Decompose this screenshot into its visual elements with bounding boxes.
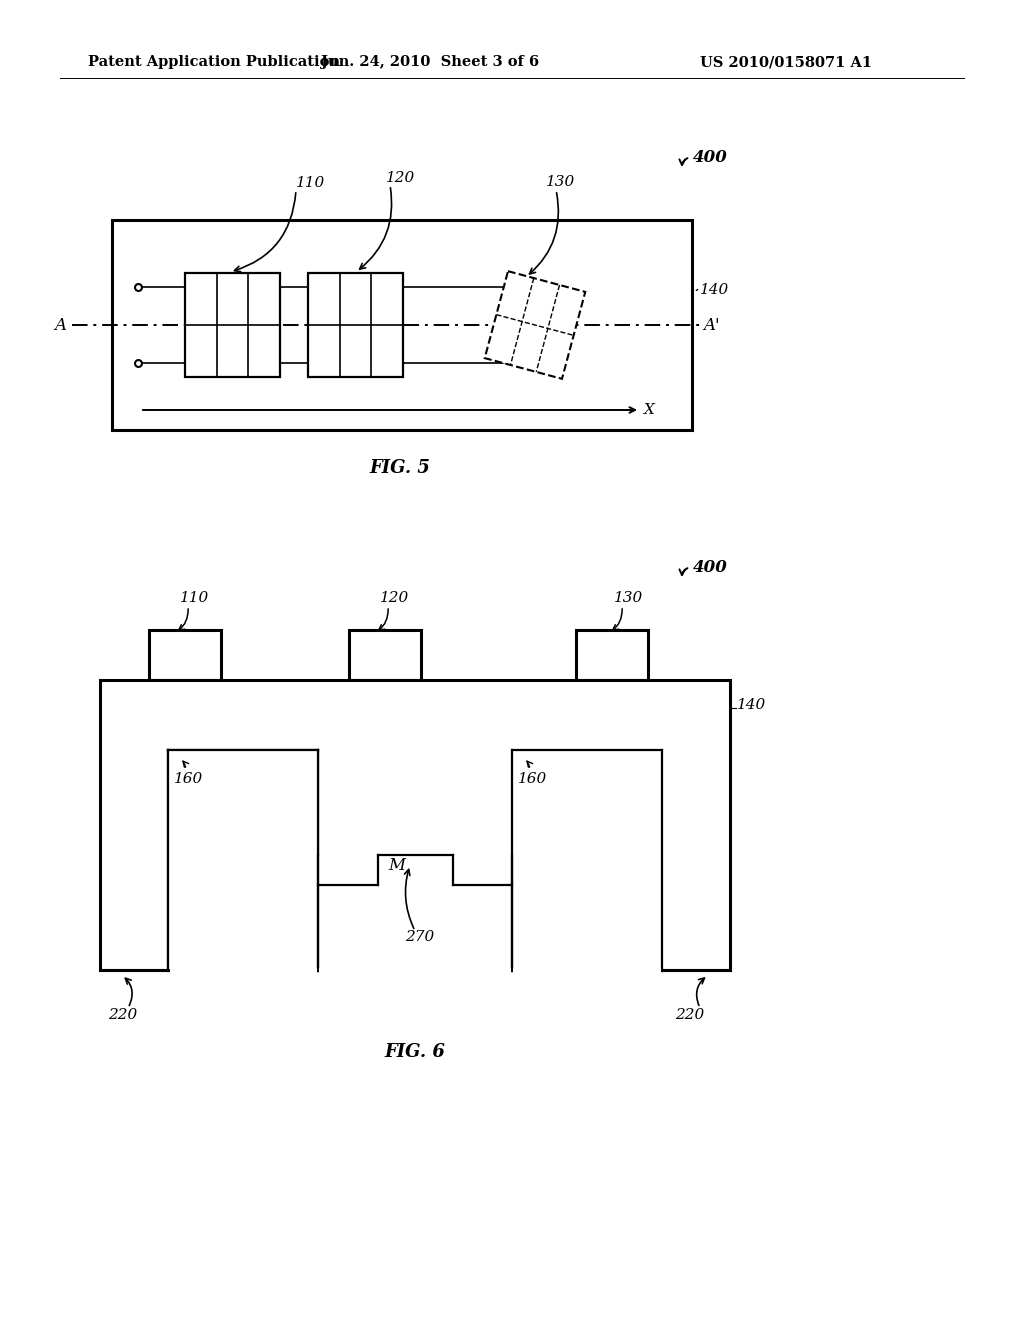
Bar bbox=[169, 968, 317, 974]
Text: 400: 400 bbox=[693, 149, 728, 166]
Bar bbox=[513, 751, 662, 969]
Text: 220: 220 bbox=[675, 1008, 705, 1022]
Bar bbox=[185, 273, 280, 378]
Text: 140: 140 bbox=[700, 282, 729, 297]
Text: M: M bbox=[388, 858, 406, 874]
Text: 160: 160 bbox=[518, 772, 547, 785]
Bar bbox=[308, 273, 403, 378]
Text: Patent Application Publication: Patent Application Publication bbox=[88, 55, 340, 69]
Bar bbox=[319, 968, 511, 974]
Text: 400: 400 bbox=[693, 560, 728, 577]
Bar bbox=[575, 630, 648, 680]
Bar bbox=[349, 630, 421, 680]
Text: 110: 110 bbox=[296, 176, 326, 190]
Text: 120: 120 bbox=[386, 172, 416, 185]
Text: 110: 110 bbox=[180, 591, 209, 605]
Bar bbox=[484, 271, 586, 379]
Text: A: A bbox=[54, 317, 66, 334]
Text: 270: 270 bbox=[406, 931, 434, 944]
Text: US 2010/0158071 A1: US 2010/0158071 A1 bbox=[700, 55, 872, 69]
Bar bbox=[112, 220, 692, 430]
Bar bbox=[319, 855, 511, 969]
Text: 140: 140 bbox=[737, 698, 766, 711]
Text: FIG. 5: FIG. 5 bbox=[370, 459, 430, 477]
Text: A': A' bbox=[703, 317, 720, 334]
Text: X: X bbox=[644, 403, 655, 417]
Text: 130: 130 bbox=[546, 176, 575, 189]
Text: 120: 120 bbox=[380, 591, 410, 605]
Text: 160: 160 bbox=[174, 772, 203, 785]
Bar bbox=[169, 751, 317, 969]
Text: Jun. 24, 2010  Sheet 3 of 6: Jun. 24, 2010 Sheet 3 of 6 bbox=[321, 55, 539, 69]
Text: FIG. 6: FIG. 6 bbox=[385, 1043, 445, 1061]
Bar bbox=[100, 680, 730, 970]
Bar bbox=[513, 968, 662, 974]
Text: 130: 130 bbox=[614, 591, 643, 605]
Text: 220: 220 bbox=[108, 1008, 137, 1022]
Bar bbox=[150, 630, 221, 680]
